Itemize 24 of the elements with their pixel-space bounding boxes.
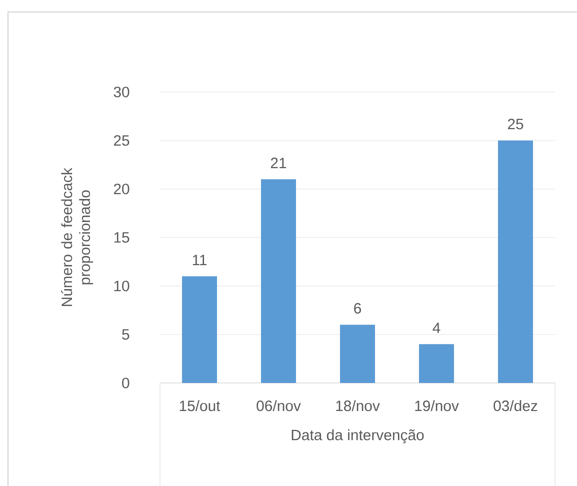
y-tick-label: 30 bbox=[114, 86, 130, 98]
y-tick-label: 10 bbox=[114, 280, 130, 292]
x-axis-title: Data da intervenção bbox=[292, 429, 424, 444]
x-tick-label: 03/dez bbox=[494, 400, 538, 412]
data-label: 4 bbox=[432, 322, 440, 334]
y-axis-title: Número de feedcack proporcionado bbox=[61, 168, 94, 306]
bar bbox=[498, 140, 533, 383]
x-tick-label: 06/nov bbox=[256, 400, 301, 412]
x-tick-label: 19/nov bbox=[415, 400, 459, 412]
y-tick-label: 15 bbox=[114, 232, 130, 243]
y-tick-label: 20 bbox=[114, 184, 130, 194]
bar bbox=[261, 179, 296, 383]
bar bbox=[419, 344, 454, 383]
x-tick-label: 15/out bbox=[180, 400, 220, 412]
data-label: 25 bbox=[508, 118, 524, 130]
y-tick-label: 0 bbox=[122, 378, 130, 388]
bar bbox=[340, 324, 376, 383]
data-label: 6 bbox=[354, 303, 362, 314]
data-label: 21 bbox=[270, 158, 286, 168]
y-tick-label: 25 bbox=[114, 135, 130, 146]
y-tick-label: 5 bbox=[122, 329, 130, 340]
bar bbox=[182, 276, 218, 383]
data-label: 11 bbox=[192, 254, 207, 266]
x-tick-label: 18/nov bbox=[336, 400, 380, 412]
